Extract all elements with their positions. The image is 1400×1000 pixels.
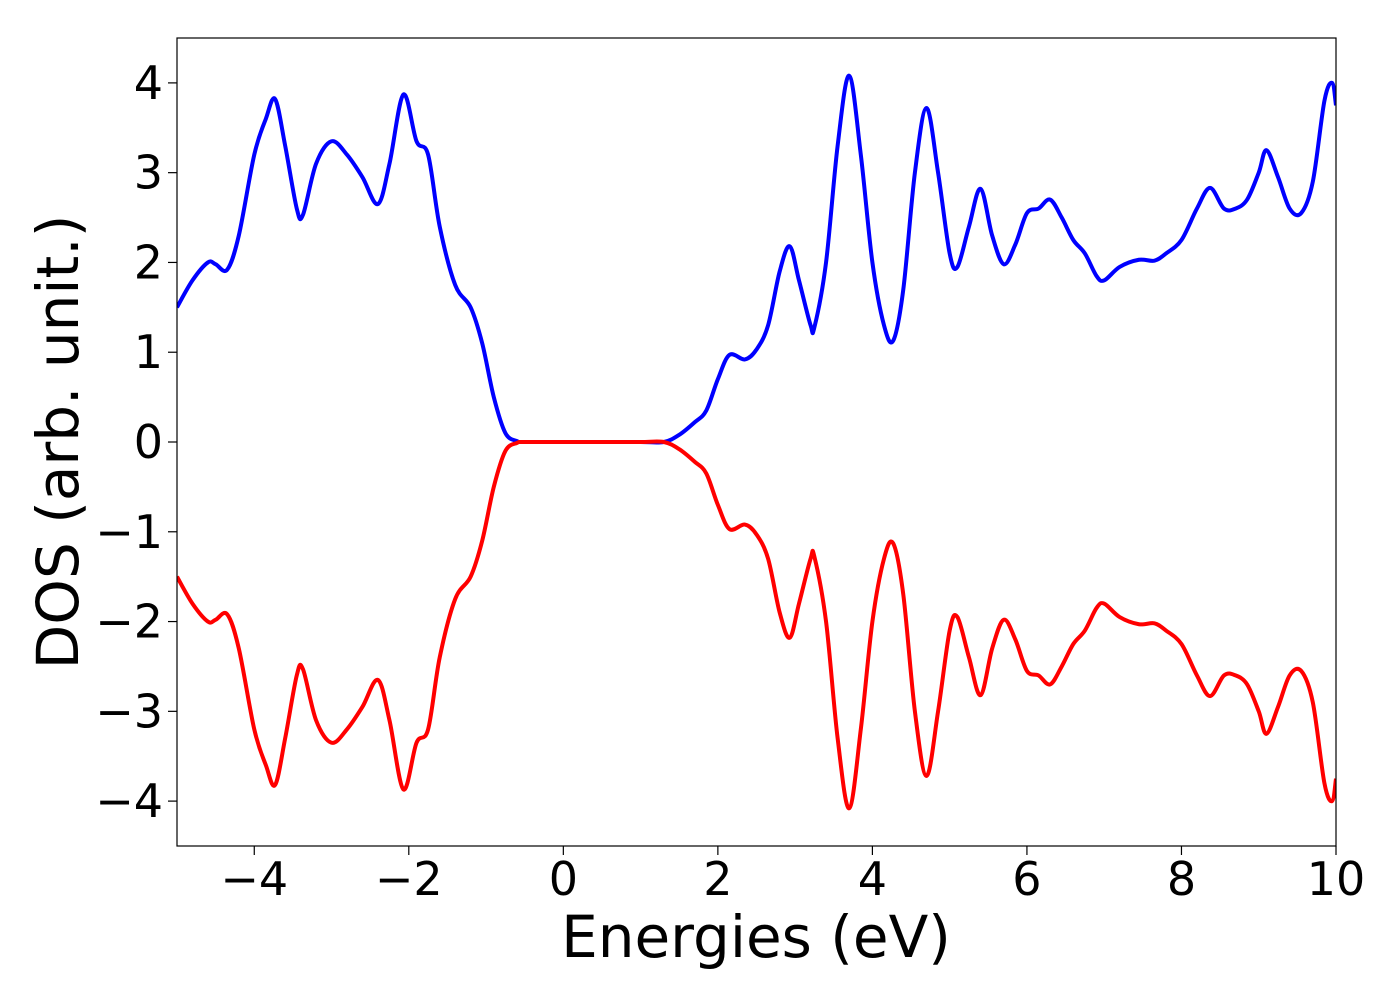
y-tick-label: 1 [134, 325, 163, 379]
x-tick-label: −2 [375, 852, 443, 906]
x-tick-label: 10 [1307, 852, 1366, 906]
y-tick-label: 3 [134, 146, 163, 200]
x-tick-label: −4 [220, 852, 288, 906]
y-tick-label: −4 [95, 774, 163, 828]
y-axis-label: DOS (arb. unit.) [24, 215, 92, 670]
y-tick-label: 0 [134, 415, 163, 469]
x-tick-label: 0 [549, 852, 578, 906]
series-line [177, 73, 1336, 445]
x-tick-label: 8 [1167, 852, 1196, 906]
x-axis-label: Energies (eV) [561, 903, 951, 971]
y-tick-label: −1 [95, 505, 163, 559]
y-tick-label: −2 [95, 595, 163, 649]
y-tick-label: −3 [95, 684, 163, 738]
plot-area [177, 73, 1336, 811]
y-tick-label: 4 [134, 56, 163, 110]
x-tick-label: 2 [703, 852, 732, 906]
y-tick-label: 2 [134, 235, 163, 289]
series-line [177, 439, 1336, 811]
x-tick-label: 4 [858, 852, 887, 906]
x-tick-label: 6 [1012, 852, 1041, 906]
